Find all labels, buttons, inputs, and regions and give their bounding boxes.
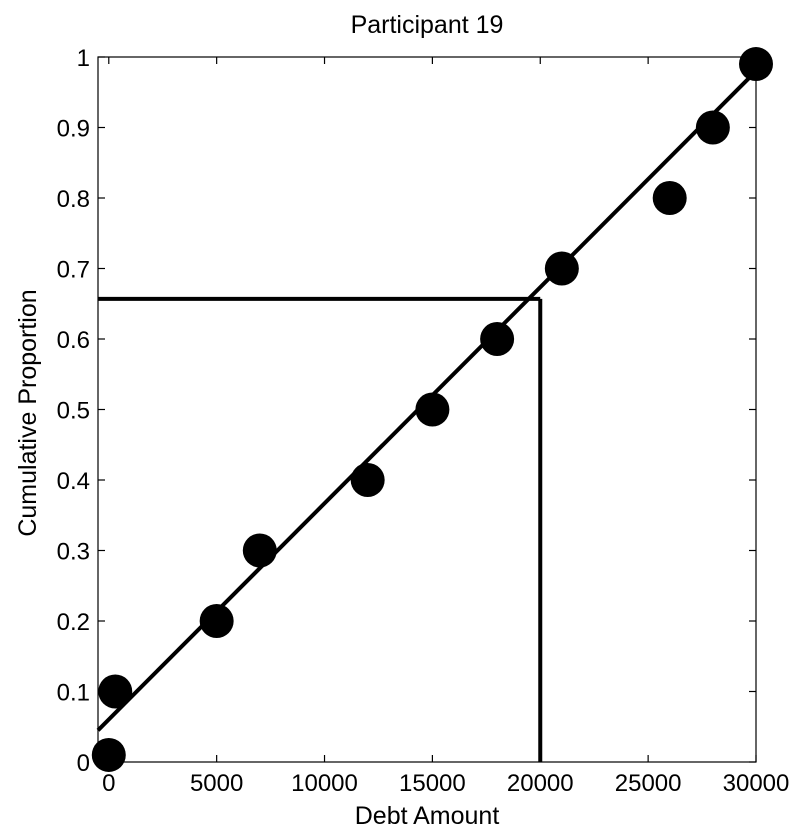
- y-tick-label: 1: [77, 45, 90, 72]
- x-axis-label: Debt Amount: [355, 802, 500, 830]
- x-tick-label: 10000: [291, 770, 358, 797]
- data-point: [98, 674, 133, 709]
- y-axis-label: Cumulative Proportion: [14, 289, 42, 536]
- data-point: [739, 47, 773, 82]
- y-tick-label: 0.1: [57, 680, 90, 707]
- data-point: [242, 533, 277, 568]
- x-tick-label: 15000: [399, 770, 466, 797]
- x-tick-label: 0: [102, 770, 115, 797]
- data-point: [350, 463, 385, 497]
- x-tick-label: 25000: [615, 770, 682, 797]
- y-tick-label: 0.9: [57, 116, 90, 143]
- y-tick-label: 0.5: [57, 398, 90, 425]
- y-tick-label: 0.4: [57, 468, 90, 495]
- data-point: [544, 251, 579, 286]
- x-tick-label: 5000: [190, 770, 243, 797]
- data-point: [652, 181, 687, 215]
- y-tick-label: 0.3: [57, 539, 90, 566]
- y-tick-label: 0.8: [57, 186, 90, 213]
- chart-title: Participant 19: [351, 11, 504, 39]
- y-tick-label: 0.7: [57, 257, 90, 284]
- y-tick-label: 0: [77, 750, 90, 777]
- x-tick-label: 30000: [723, 770, 790, 797]
- plot-area: 0 5000 10000 15000 20000 25000 30000 0 0.1 0.2 0.3…: [57, 45, 790, 797]
- data-point: [415, 392, 450, 427]
- y-tick-label: 0.6: [57, 327, 90, 354]
- data-point: [480, 322, 515, 356]
- data-point: [695, 110, 730, 145]
- y-tick-label: 0.2: [57, 609, 90, 636]
- x-tick-label: 20000: [507, 770, 574, 797]
- data-point: [199, 604, 234, 638]
- data-point: [91, 737, 126, 772]
